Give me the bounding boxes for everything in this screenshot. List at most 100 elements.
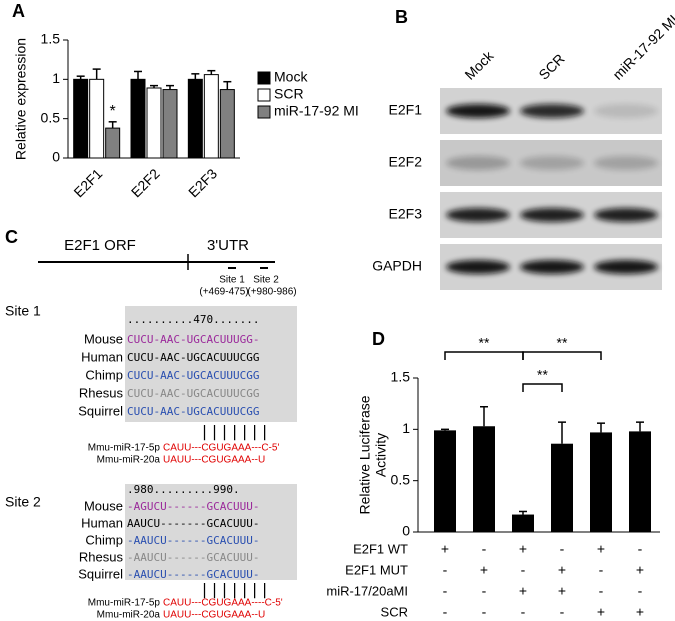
sequence: AAUCU-------GCACUUU- — [127, 517, 259, 530]
pairing: ||||||| — [200, 581, 270, 599]
y-tick-label: 0.5 — [391, 471, 411, 487]
significance-bracket — [522, 351, 602, 360]
orf-label: E2F1 ORF — [64, 237, 136, 254]
x-tick-label: E2F2 — [128, 165, 163, 200]
blot-band — [446, 156, 510, 170]
condition-mark: - — [599, 562, 604, 578]
blot-band — [446, 104, 510, 118]
mirna-seq: CAUU---CGUGAAA----C-5' — [163, 598, 283, 609]
species-label: Rhesus — [79, 549, 124, 564]
condition-mark: - — [560, 541, 565, 557]
y-tick-label: 0 — [402, 523, 410, 539]
condition-mark: - — [482, 604, 487, 620]
blot-band — [446, 260, 510, 274]
panel-label: A — [12, 1, 25, 21]
species-label: Chimp — [85, 532, 123, 547]
legend-label: SCR — [274, 86, 304, 102]
sequence: CUCU-AAC-UGCACUUUCGG — [127, 369, 259, 382]
blot-row-label: E2F2 — [389, 154, 423, 170]
annotation: ** — [479, 335, 490, 351]
bar — [146, 87, 162, 159]
sequence: -AAUCU------GCACUUU- — [127, 534, 259, 547]
condition-label: SCR — [381, 604, 408, 619]
y-axis-label: Activity — [373, 433, 389, 477]
sequence: CUCU-AAC-UGCACUUUGG- — [127, 333, 259, 346]
condition-mark: - — [443, 583, 448, 599]
annotation: * — [110, 103, 116, 120]
condition-mark: - — [521, 604, 526, 620]
panel-label: D — [372, 329, 385, 349]
mirna-seq: UAUU---CGUGAAA--U — [163, 455, 265, 466]
blot-row-label: GAPDH — [372, 258, 422, 274]
ruler: .980.........990. — [127, 483, 240, 496]
significance-bracket — [444, 351, 524, 360]
legend-swatch — [257, 105, 271, 119]
y-tick-label: 1.5 — [391, 369, 411, 385]
utr-label: 3'UTR — [207, 237, 249, 254]
y-tick-label: 1 — [402, 420, 410, 436]
condition-mark: + — [597, 604, 605, 620]
species-label: Human — [81, 349, 123, 364]
bar — [130, 78, 146, 159]
blot-band — [594, 156, 658, 170]
condition-mark: + — [597, 541, 605, 557]
x-tick-label: E2F1 — [70, 165, 105, 200]
pairing: ||||||| — [200, 423, 270, 441]
legend-label: Mock — [274, 69, 308, 85]
lane-label: Mock — [461, 47, 497, 83]
bar — [162, 89, 178, 159]
species-label: Human — [81, 515, 123, 530]
blot-row-label: E2F1 — [389, 102, 423, 118]
condition-mark: - — [482, 583, 487, 599]
species-label: Mouse — [84, 331, 123, 346]
site-label: Site 2 — [253, 275, 279, 286]
condition-mark: + — [636, 562, 644, 578]
blot-band — [520, 104, 584, 118]
condition-mark: - — [482, 541, 487, 557]
lane-label: SCR — [535, 51, 567, 83]
mirna-name: Mmu-miR-20a — [97, 610, 161, 621]
significance-bracket — [522, 383, 563, 392]
species-label: Rhesus — [79, 385, 124, 400]
site-heading: Site 1 — [5, 303, 41, 319]
site-heading: Site 2 — [5, 494, 41, 510]
mirna-name: Mmu-miR-17-5p — [88, 443, 161, 454]
sequence: -AAUCU------GCACUUU- — [127, 568, 259, 581]
blot-band — [594, 104, 658, 118]
bar — [203, 74, 219, 159]
site-range: (+469-475) — [199, 287, 248, 298]
sequence: CUCU-AAC-UGCACUUUCGG — [127, 405, 259, 418]
bar — [105, 127, 121, 159]
sequence: CUCU-AAC-UGCACUUUCGG — [127, 387, 259, 400]
condition-label: miR-17/20aMI — [326, 583, 408, 598]
blot-band — [520, 208, 584, 222]
y-tick-label: 0 — [52, 149, 60, 165]
annotation: ** — [557, 335, 568, 351]
species-label: Chimp — [85, 367, 123, 382]
condition-mark: - — [599, 583, 604, 599]
condition-mark: + — [558, 562, 566, 578]
lane-label: miR-17-92 MI — [609, 11, 675, 82]
condition-mark: + — [480, 562, 488, 578]
y-tick-label: 1 — [52, 70, 60, 86]
condition-mark: - — [638, 541, 643, 557]
condition-mark: + — [558, 583, 566, 599]
sequence: CUCU-AAC-UGCACUUUCGG — [127, 351, 259, 364]
mirna-seq: UAUU---CGUGAAA--U — [163, 610, 265, 621]
species-label: Squirrel — [78, 403, 123, 418]
condition-label: E2F1 WT — [353, 541, 408, 556]
legend-label: miR-17-92 MI — [274, 103, 359, 119]
y-axis-label: Relative expression — [13, 38, 29, 160]
blot-band — [520, 260, 584, 274]
x-tick-label: E2F3 — [185, 165, 220, 200]
condition-mark: + — [519, 583, 527, 599]
y-tick-label: 0.5 — [41, 109, 61, 125]
annotation: ** — [537, 367, 548, 383]
condition-mark: + — [636, 604, 644, 620]
bar — [590, 432, 612, 532]
mirna-seq: CAUU---CGUGAAA---C-5' — [163, 443, 279, 454]
y-axis-label: Relative Luciferase — [357, 395, 373, 514]
alignment-box — [125, 484, 297, 580]
condition-mark: - — [443, 604, 448, 620]
